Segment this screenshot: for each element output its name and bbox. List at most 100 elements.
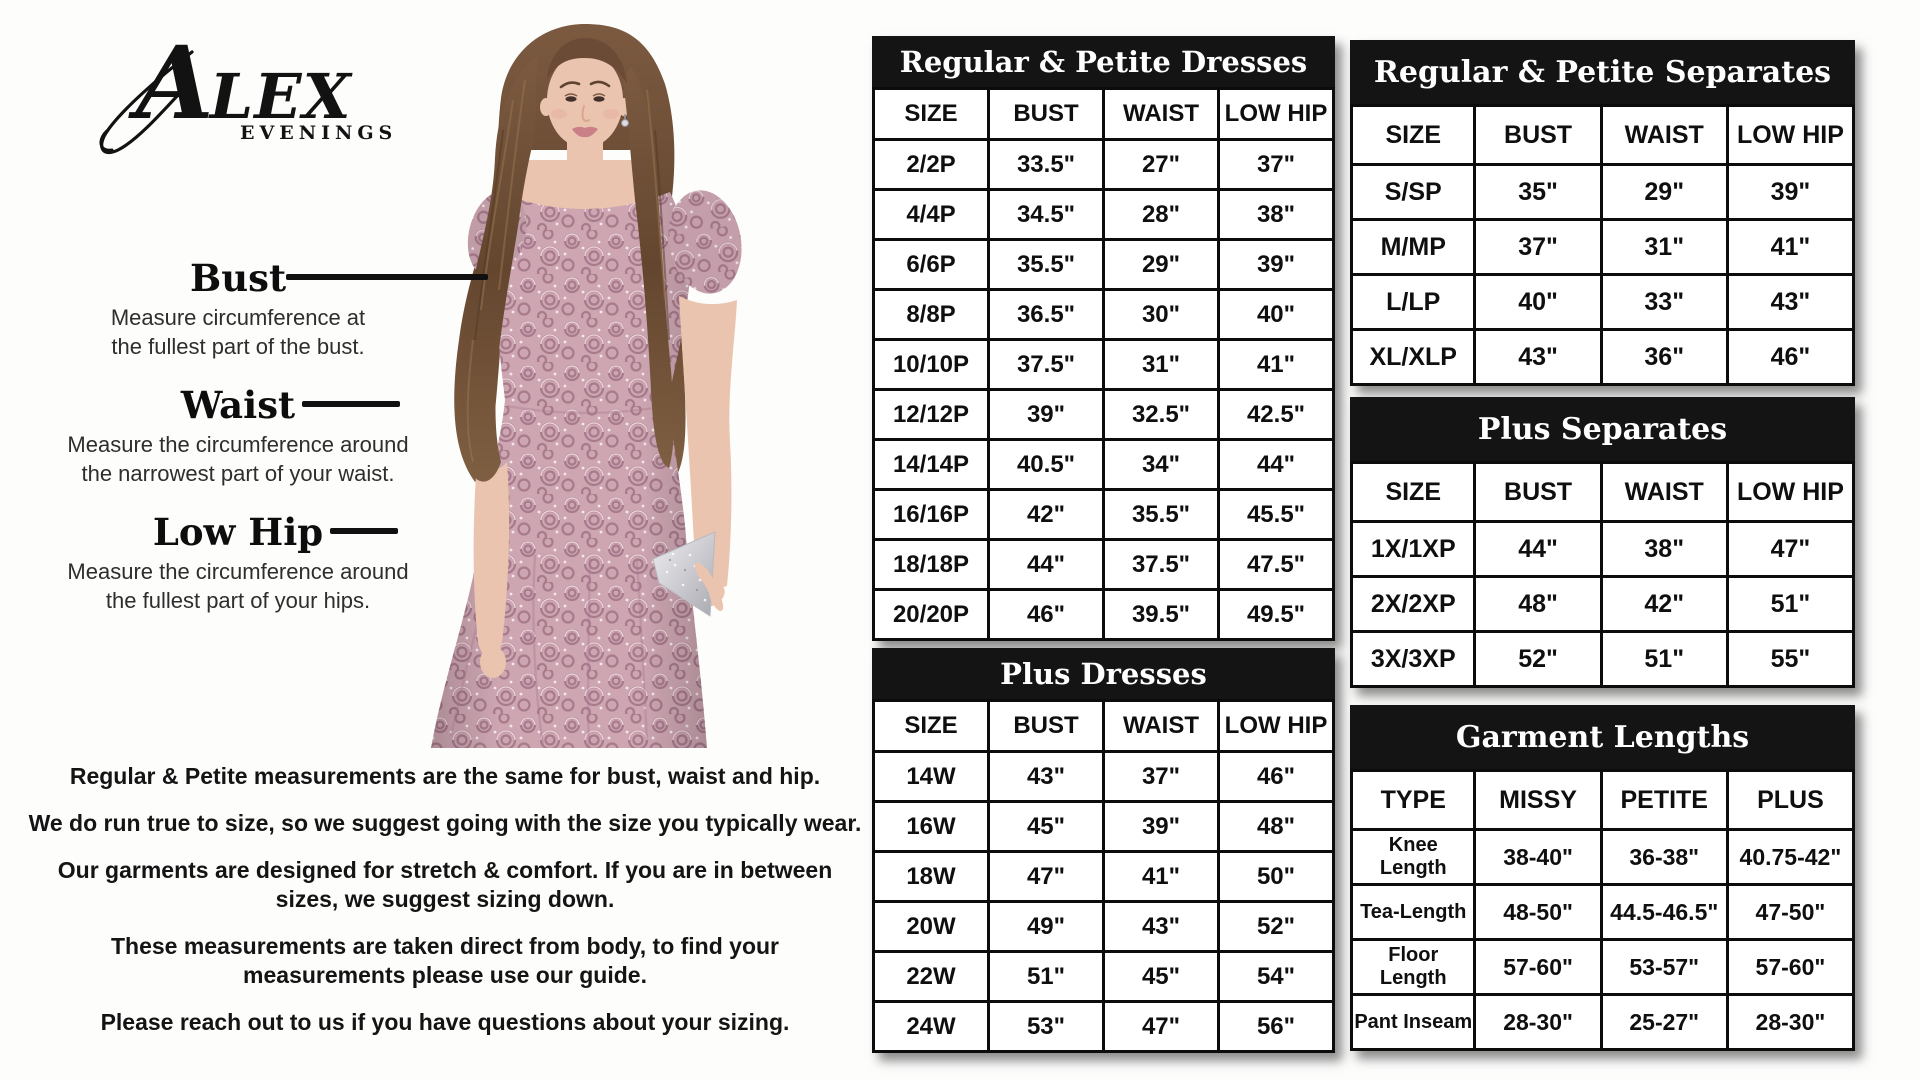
size-table: SIZE BUST WAIST LOW HIP 2/2P 33.5" 27" 37" 4/4P 3… (872, 87, 1335, 641)
table-row: 14W 43" 37" 46" (872, 750, 1335, 803)
table-row: 3X/3XP 52" 51" 55" (1349, 630, 1856, 688)
cell-value: 33" (1599, 273, 1729, 331)
column-header: PETITE (1599, 769, 1729, 831)
row-label: 10/10P (872, 338, 990, 391)
cell-value: 52" (1473, 630, 1603, 688)
table-row: 20W 49" 43" 52" (872, 900, 1335, 953)
cell-value: 44" (1473, 520, 1603, 578)
table-row: L/LP 40" 33" 43" (1349, 273, 1856, 331)
cell-value: 57-60" (1725, 938, 1856, 996)
cell-value: 38-40" (1473, 828, 1603, 886)
column-header: BUST (987, 87, 1105, 141)
header-row: SIZE BUST WAIST LOW HIP (1349, 461, 1856, 523)
cell-value: 40" (1217, 288, 1335, 341)
cell-value: 40" (1473, 273, 1603, 331)
row-label: 22W (872, 950, 990, 1003)
lowhip-pointer-line (330, 528, 398, 534)
note-fit: Regular & Petite measurements are the sa… (69, 763, 821, 789)
column-header: PLUS (1725, 769, 1856, 831)
waist-heading: Waist (180, 383, 296, 427)
cell-value: 48-50" (1473, 883, 1603, 941)
table-row: 1X/1XP 44" 38" 47" (1349, 520, 1856, 578)
cell-value: 28-30" (1473, 993, 1603, 1051)
table-row: 6/6P 35.5" 29" 39" (872, 238, 1335, 291)
table-row: XL/XLP 43" 36" 46" (1349, 328, 1856, 386)
row-label: 2X/2XP (1349, 575, 1477, 633)
header-row: SIZE BUST WAIST LOW HIP (1349, 104, 1856, 166)
cell-value: 34" (1102, 438, 1220, 491)
table-row: 22W 51" 45" 54" (872, 950, 1335, 1003)
plus-separates-table: Plus Separates SIZE BUST WAIST LOW HIP 1X/1X… (1349, 397, 1856, 688)
sizing-notes: Regular & Petite measurements are the sa… (10, 762, 880, 1055)
column-header: SIZE (872, 87, 990, 141)
cell-value: 42" (987, 488, 1105, 541)
table-row: 18/18P 44" 37.5" 47.5" (872, 538, 1335, 591)
cell-value: 44.5-46.5" (1599, 883, 1729, 941)
cell-value: 37.5" (987, 338, 1105, 391)
column-header: WAIST (1599, 461, 1729, 523)
row-label: 16W (872, 800, 990, 853)
cell-value: 46" (1217, 750, 1335, 803)
row-label: 14/14P (872, 438, 990, 491)
cell-value: 43" (1102, 900, 1220, 953)
cell-value: 41" (1102, 850, 1220, 903)
lowhip-heading: Low Hip (152, 510, 324, 554)
row-label: 18/18P (872, 538, 990, 591)
row-label: 20/20P (872, 588, 990, 641)
header-row: SIZE BUST WAIST LOW HIP (872, 699, 1335, 753)
cell-value: 35.5" (987, 238, 1105, 291)
header-row: TYPE MISSY PETITE PLUS (1349, 769, 1856, 831)
cell-value: 47" (1102, 1000, 1220, 1053)
bust-measure-label: Bust Measure circumference at the fulles… (58, 256, 418, 361)
table-title: Plus Dresses (872, 648, 1335, 699)
table-row: 8/8P 36.5" 30" 40" (872, 288, 1335, 341)
row-label: 4/4P (872, 188, 990, 241)
cell-value: 34.5" (987, 188, 1105, 241)
row-label: M/MP (1349, 218, 1477, 276)
brand-logo: ALEX EVENINGS (88, 24, 408, 156)
lowhip-desc-line2: the fullest part of your hips. (105, 587, 371, 613)
cell-value: 39" (987, 388, 1105, 441)
brand-name: ALEX (136, 24, 352, 142)
row-label: 1X/1XP (1349, 520, 1477, 578)
header-row: SIZE BUST WAIST LOW HIP (872, 87, 1335, 141)
cell-value: 25-27" (1599, 993, 1729, 1051)
cell-value: 41" (1217, 338, 1335, 391)
row-label: 18W (872, 850, 990, 903)
cell-value: 49.5" (1217, 588, 1335, 641)
table-row: 4/4P 34.5" 28" 38" (872, 188, 1335, 241)
cell-value: 29" (1102, 238, 1220, 291)
column-header: WAIST (1102, 87, 1220, 141)
plus-dresses-table: Plus Dresses SIZE BUST WAIST LOW HIP 14W 43" 3… (872, 648, 1335, 1053)
table-row: 12/12P 39" 32.5" 42.5" (872, 388, 1335, 441)
cell-value: 38" (1599, 520, 1729, 578)
size-table: SIZE BUST WAIST LOW HIP 1X/1XP 44" 38" 47" 2X/2X… (1349, 461, 1856, 688)
column-header: BUST (987, 699, 1105, 753)
table-row: Tea-Length 48-50" 44.5-46.5" 47-50" (1349, 883, 1856, 941)
table-row: 10/10P 37.5" 31" 41" (872, 338, 1335, 391)
table-row: 16W 45" 39" 48" (872, 800, 1335, 853)
cell-value: 43" (1725, 273, 1856, 331)
row-label: 6/6P (872, 238, 990, 291)
column-header: TYPE (1349, 769, 1477, 831)
column-header: LOW HIP (1725, 461, 1856, 523)
cell-value: 53-57" (1599, 938, 1729, 996)
cell-value: 40.5" (987, 438, 1105, 491)
note-true-to-size: We do run true to size, so we suggest go… (28, 810, 862, 836)
cell-value: 47.5" (1217, 538, 1335, 591)
table-title: Regular & Petite Separates (1350, 40, 1855, 104)
row-label: 8/8P (872, 288, 990, 341)
table-title: Regular & Petite Dresses (872, 36, 1335, 87)
cell-value: 45.5" (1217, 488, 1335, 541)
column-header: WAIST (1599, 104, 1729, 166)
row-label: 14W (872, 750, 990, 803)
cell-value: 37.5" (1102, 538, 1220, 591)
row-label: 16/16P (872, 488, 990, 541)
cell-value: 42" (1599, 575, 1729, 633)
regular-petite-separates-table: Regular & Petite Separates SIZE BUST WAIST… (1349, 40, 1856, 386)
garment-lengths-table: Garment Lengths TYPE MISSY PETITE PLUS Knee … (1349, 705, 1856, 1051)
cell-value: 45" (1102, 950, 1220, 1003)
note-stretch: Our garments are designed for stretch & … (57, 857, 833, 912)
arm-right (679, 296, 737, 594)
row-label: 12/12P (872, 388, 990, 441)
